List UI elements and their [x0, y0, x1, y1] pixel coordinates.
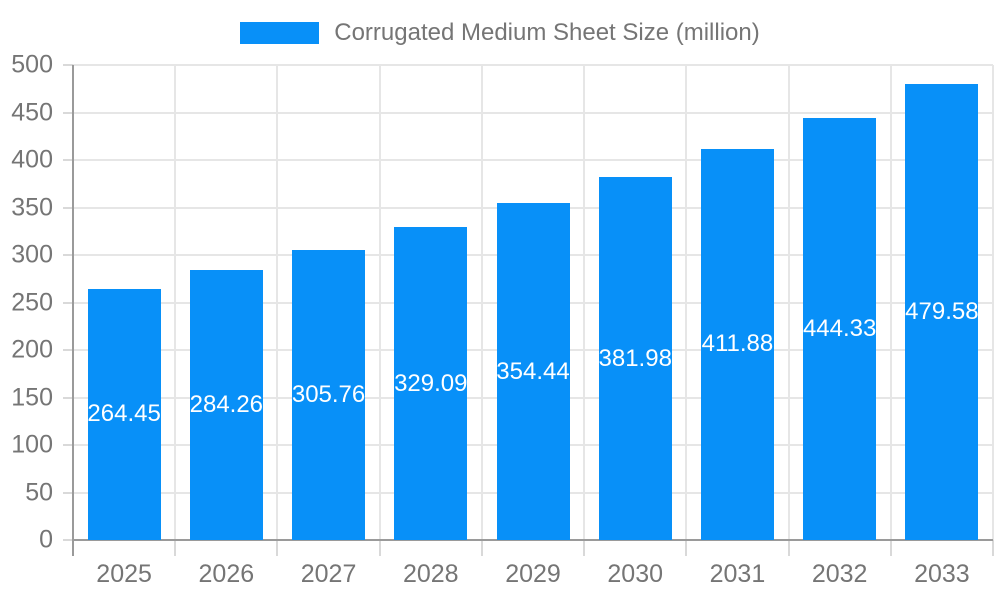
x-gridline: [378, 65, 381, 540]
y-tick-label: 150: [11, 383, 53, 411]
x-axis-line: [73, 539, 993, 541]
bar-value-label: 284.26: [189, 390, 264, 418]
x-tick-label: 2029: [505, 560, 561, 588]
bar-value-label: 479.58: [905, 298, 979, 326]
x-tick-label: 2031: [709, 560, 766, 588]
bar-value-label: 305.76: [291, 380, 366, 408]
x-tick: [276, 540, 279, 556]
x-gridline: [276, 65, 279, 540]
bar[interactable]: 479.58: [905, 84, 979, 540]
y-tick-label: 300: [11, 240, 53, 269]
x-tick: [787, 540, 790, 556]
y-gridline: [73, 159, 993, 161]
bar[interactable]: 305.76: [291, 249, 366, 540]
x-tick: [378, 540, 381, 556]
bar-value-label: 329.09: [394, 369, 468, 397]
y-tick: [63, 444, 73, 446]
bar-value-label: 264.45: [87, 400, 161, 428]
y-tick: [63, 491, 73, 494]
x-gridline: [685, 65, 688, 540]
x-tick-label: 2026: [198, 560, 255, 588]
x-tick: [480, 540, 483, 556]
y-tick-label: 350: [11, 193, 53, 221]
y-axis-line: [72, 65, 74, 556]
x-tick: [992, 540, 994, 556]
x-tick-label: 2032: [811, 560, 868, 588]
y-tick: [63, 396, 73, 399]
legend-label: Corrugated Medium Sheet Size (million): [334, 18, 760, 46]
y-tick-label: 200: [11, 335, 53, 364]
y-tick-label: 0: [39, 525, 53, 554]
x-tick: [685, 540, 688, 556]
bar[interactable]: 411.88: [700, 148, 774, 540]
x-gridline: [787, 65, 790, 540]
bar[interactable]: 264.45: [87, 288, 161, 540]
bar[interactable]: 444.33: [802, 117, 877, 540]
x-tick-label: 2030: [607, 560, 664, 588]
x-tick: [174, 540, 177, 556]
x-gridline: [480, 65, 483, 540]
x-gridline: [174, 65, 177, 540]
bar-value-label: 381.98: [598, 344, 672, 372]
y-gridline: [73, 64, 993, 66]
bar-value-label: 354.44: [496, 357, 570, 385]
x-tick-label: 2027: [300, 560, 357, 588]
y-tick: [63, 254, 73, 256]
y-tick: [63, 159, 73, 161]
bar[interactable]: 329.09: [394, 227, 467, 540]
x-gridline: [583, 65, 586, 540]
bar-value-label: 444.33: [802, 314, 877, 342]
x-tick-label: 2025: [96, 560, 152, 588]
y-tick: [63, 111, 73, 114]
y-tick-label: 250: [11, 288, 53, 316]
y-tick-label: 500: [11, 50, 53, 79]
bar[interactable]: 354.44: [496, 203, 570, 540]
legend[interactable]: Corrugated Medium Sheet Size (million): [0, 10, 1000, 55]
x-gridline: [889, 65, 892, 540]
x-tick: [583, 540, 586, 556]
bar[interactable]: 381.98: [599, 177, 672, 540]
y-gridline: [73, 111, 993, 114]
y-tick-label: 450: [11, 98, 53, 126]
y-tick: [63, 64, 73, 66]
y-tick-label: 50: [25, 478, 53, 506]
y-tick-label: 400: [11, 145, 53, 174]
x-tick: [889, 540, 892, 556]
x-tick-label: 2028: [402, 560, 459, 588]
bar[interactable]: 284.26: [189, 269, 264, 540]
legend-swatch: [240, 21, 320, 44]
y-tick: [63, 206, 73, 209]
x-tick-label: 2033: [914, 560, 970, 588]
y-tick: [63, 539, 73, 541]
x-gridline: [992, 65, 994, 540]
y-tick: [63, 301, 73, 304]
y-tick-label: 100: [11, 430, 53, 459]
bar-value-label: 411.88: [701, 330, 774, 358]
y-tick: [63, 349, 73, 351]
